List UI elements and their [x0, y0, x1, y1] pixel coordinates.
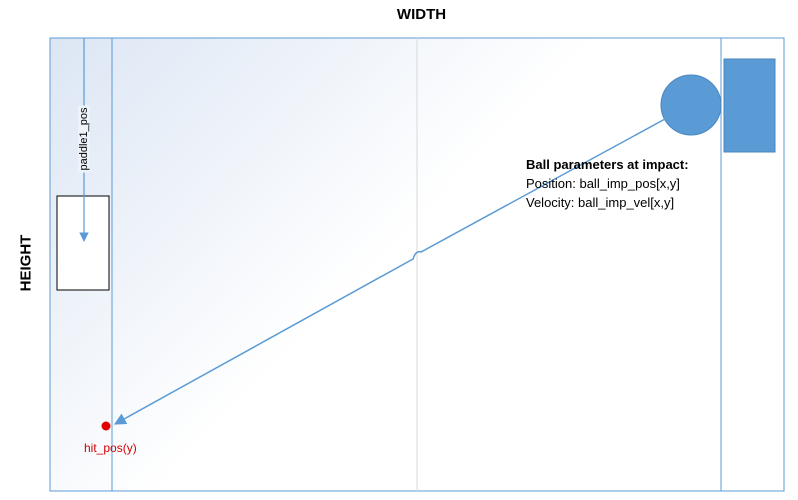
- paddle-pos-label: paddle1_pos: [78, 105, 90, 173]
- impact-position-text: Position: ball_imp_pos[x,y]: [526, 176, 680, 191]
- impact-info-title: Ball parameters at impact:: [526, 157, 689, 172]
- hit-point: [101, 421, 111, 431]
- height-label: HEIGHT: [17, 234, 35, 292]
- right-paddle: [723, 58, 776, 153]
- width-label: WIDTH: [396, 6, 447, 23]
- trajectory-arrow: [113, 118, 666, 425]
- impact-velocity-text: Velocity: ball_imp_vel[x,y]: [526, 195, 675, 210]
- hit-pos-label: hit_pos(y): [84, 441, 137, 455]
- ball: [660, 74, 722, 136]
- left-paddle: [56, 195, 110, 291]
- impact-info-box: Ball parameters at impact: Position: bal…: [526, 155, 689, 212]
